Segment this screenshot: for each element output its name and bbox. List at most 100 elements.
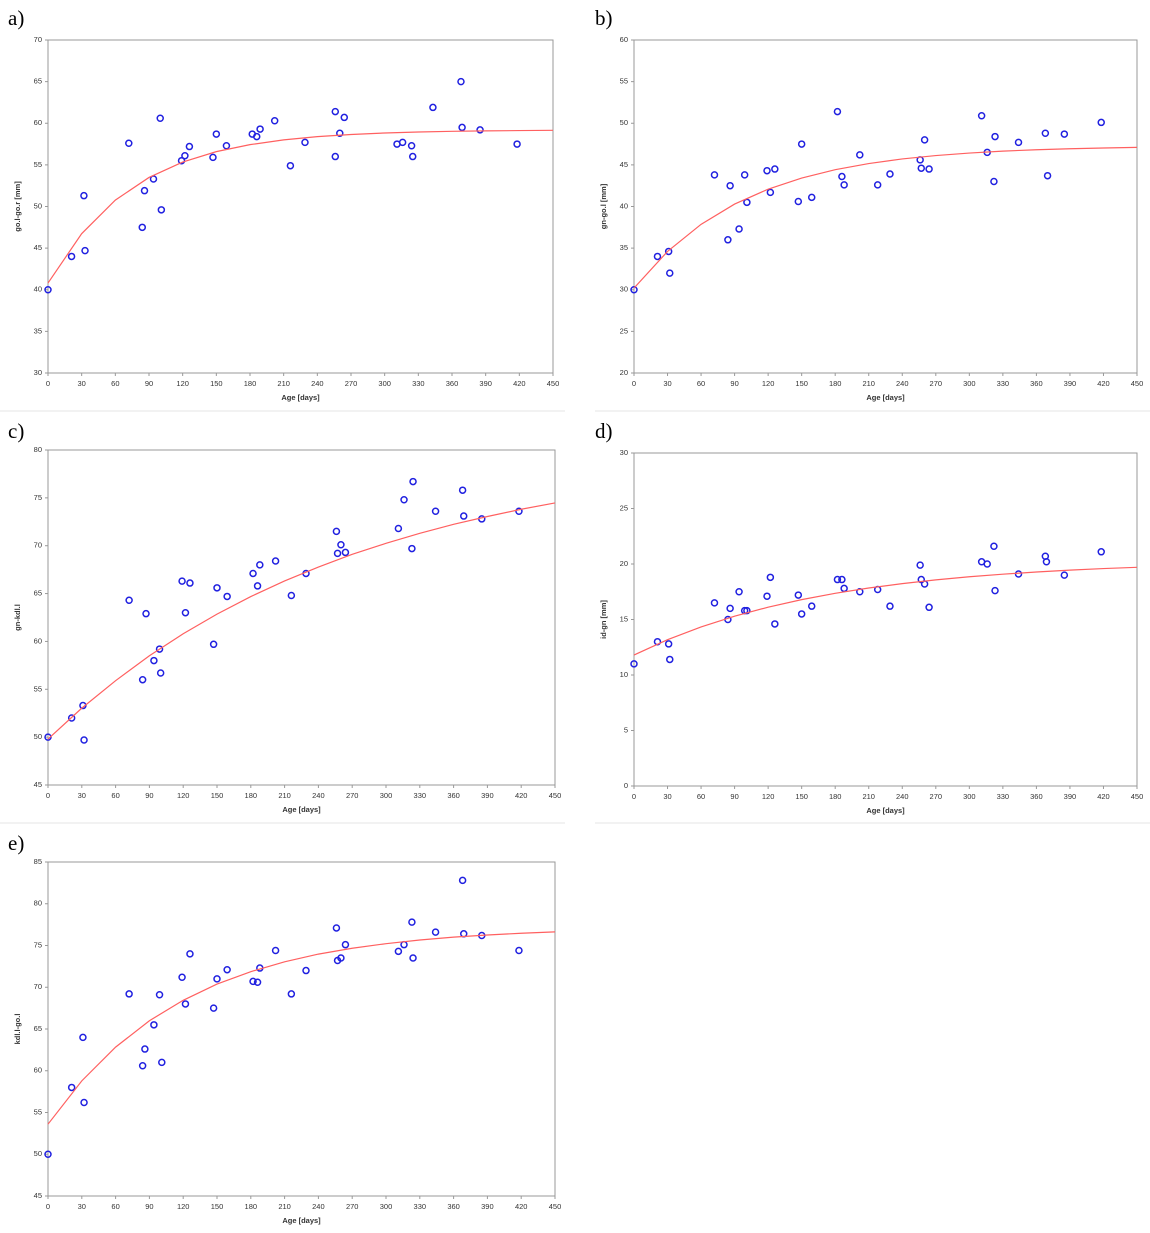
data-point: [140, 186, 149, 195]
x-tick-label: 330: [997, 792, 1010, 801]
data-point: [80, 1098, 88, 1107]
data-point: [249, 569, 257, 578]
x-tick-label: 150: [211, 1202, 224, 1211]
x-tick-label: 150: [211, 791, 224, 800]
x-tick-label: 0: [632, 379, 636, 388]
data-point: [920, 136, 929, 144]
x-tick-label: 240: [312, 791, 325, 800]
x-axis-label: Age [days]: [866, 393, 905, 402]
x-tick-label: 180: [829, 379, 842, 388]
x-tick-label: 30: [78, 1202, 86, 1211]
y-axis-label: id-gn [mm]: [599, 600, 608, 639]
y-tick-label: 35: [620, 243, 628, 252]
y-tick-label: 80: [34, 445, 42, 454]
data-point: [138, 1061, 147, 1070]
data-point: [155, 645, 164, 653]
x-tick-label: 390: [481, 791, 494, 800]
y-tick-label: 70: [34, 35, 42, 44]
data-point: [138, 223, 147, 232]
x-tick-label: 300: [378, 379, 391, 388]
y-axis-label: kdl.l-go.l: [13, 1014, 22, 1045]
x-tick-label: 360: [1030, 792, 1043, 801]
data-point: [735, 225, 743, 233]
data-point: [341, 548, 350, 557]
data-point: [856, 151, 864, 159]
y-tick-label: 25: [620, 326, 628, 335]
data-point: [400, 496, 408, 504]
x-tick-label: 30: [663, 379, 671, 388]
x-tick-label: 420: [515, 1202, 528, 1211]
x-tick-label: 60: [697, 792, 705, 801]
data-point: [925, 165, 933, 173]
data-point: [287, 990, 296, 998]
data-point: [223, 965, 231, 974]
x-tick-label: 90: [730, 379, 738, 388]
data-point: [664, 640, 673, 648]
data-point: [431, 928, 440, 936]
panel-label: d): [595, 419, 613, 443]
panel-label: c): [8, 419, 24, 443]
panel-label: a): [8, 6, 24, 30]
fit-curve: [633, 146, 1138, 289]
x-tick-label: 30: [663, 792, 671, 801]
x-tick-label: 300: [380, 1202, 393, 1211]
fit-curve: [47, 502, 556, 740]
data-point: [726, 604, 734, 613]
y-tick-label: 45: [620, 160, 628, 169]
x-tick-label: 30: [77, 379, 85, 388]
data-point: [653, 252, 662, 261]
x-tick-label: 60: [697, 379, 705, 388]
data-point: [724, 236, 732, 244]
y-tick-label: 55: [620, 77, 628, 86]
x-tick-label: 0: [46, 1202, 50, 1211]
x-tick-label: 270: [930, 379, 943, 388]
y-axis-label: gn-go.l [mm]: [599, 183, 608, 229]
x-tick-label: 390: [481, 1202, 494, 1211]
plot-frame: [47, 39, 554, 374]
data-point: [459, 512, 468, 520]
y-tick-label: 60: [620, 35, 628, 44]
y-tick-label: 50: [34, 201, 42, 210]
data-point: [125, 139, 133, 147]
data-point: [807, 602, 816, 610]
x-tick-label: 330: [414, 791, 427, 800]
y-tick-label: 45: [34, 243, 42, 252]
data-point: [253, 582, 262, 590]
data-point: [213, 584, 221, 592]
data-point: [178, 577, 186, 585]
data-point: [1043, 171, 1052, 180]
data-point: [332, 924, 341, 932]
data-point: [983, 560, 991, 568]
x-tick-label: 120: [177, 791, 190, 800]
data-point: [991, 132, 999, 141]
data-point: [630, 660, 638, 668]
data-point: [763, 166, 771, 175]
data-point: [458, 486, 467, 494]
x-tick-label: 450: [547, 379, 560, 388]
x-tick-label: 120: [176, 379, 189, 388]
y-tick-label: 65: [34, 589, 42, 598]
x-tick-label: 390: [1064, 379, 1077, 388]
x-tick-label: 270: [346, 1202, 359, 1211]
x-tick-label: 450: [549, 1202, 562, 1211]
y-tick-label: 20: [620, 559, 628, 568]
data-point: [797, 610, 806, 618]
data-point: [840, 584, 848, 593]
data-point: [157, 206, 166, 214]
y-tick-label: 10: [620, 670, 628, 679]
data-point: [44, 286, 52, 294]
data-point: [408, 544, 416, 553]
x-tick-label: 270: [930, 792, 943, 801]
x-tick-label: 300: [963, 379, 976, 388]
fit-curve: [47, 129, 554, 284]
data-point: [991, 586, 999, 595]
y-tick-label: 60: [34, 118, 42, 127]
data-point: [807, 193, 816, 202]
x-tick-label: 240: [896, 379, 909, 388]
data-point: [181, 608, 190, 617]
data-point: [408, 918, 416, 926]
data-point: [409, 477, 417, 486]
data-point: [794, 591, 803, 599]
data-point: [222, 141, 231, 150]
